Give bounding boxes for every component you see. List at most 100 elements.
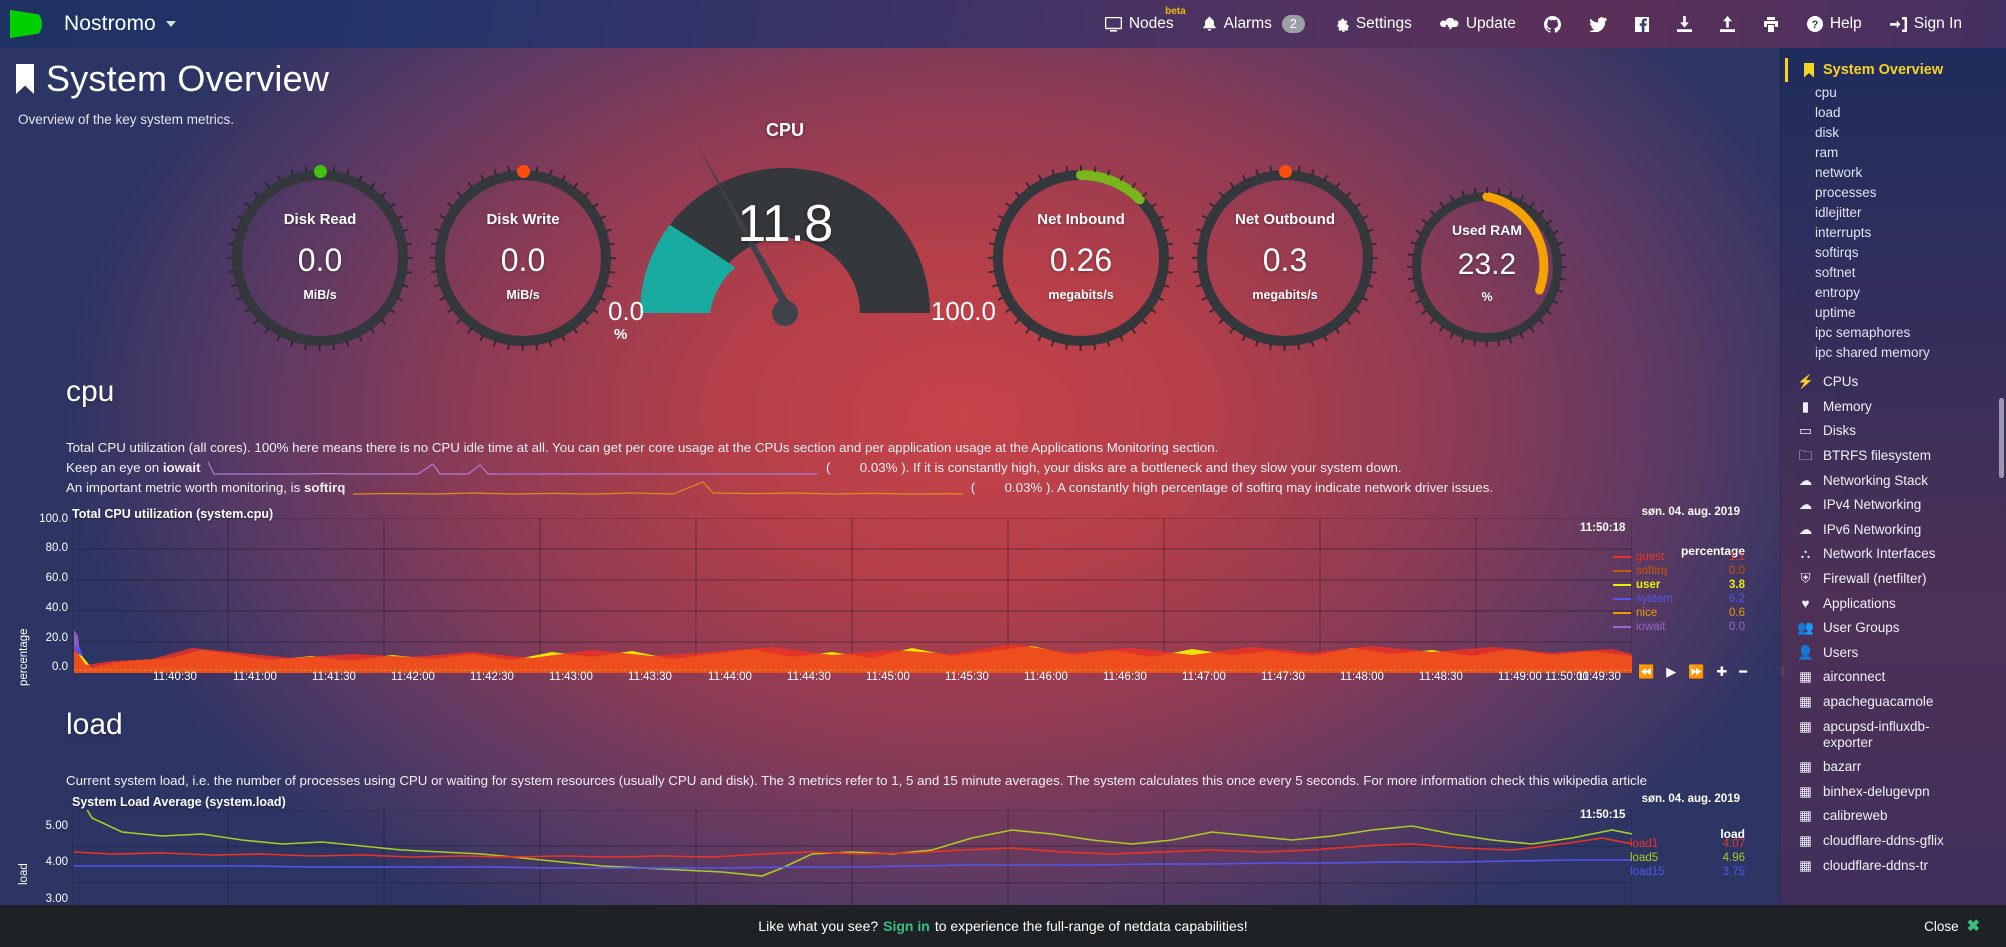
nav-alarms[interactable]: Alarms 2 [1188, 0, 1319, 48]
sidebar-item-label: User Groups [1823, 620, 1900, 636]
cloud-download-icon [1439, 17, 1459, 31]
sidebar-item-bazarr[interactable]: ▦ bazarr [1781, 755, 2006, 780]
xtick: 11:41:00 [233, 671, 277, 683]
load-legend-load15[interactable]: load15 3.75 [1630, 866, 1745, 878]
sidebar-item-ipv6[interactable]: ☁ IPv6 Networking [1781, 518, 2006, 543]
sidebar-item-memory[interactable]: ▮ Memory [1781, 395, 2006, 420]
legend-color-swatch [1613, 570, 1631, 572]
nav-nodes[interactable]: Nodes beta [1091, 0, 1188, 48]
heartbeat-icon: ♥ [1801, 595, 1810, 611]
sidebar-item-disks[interactable]: ▭ Disks [1781, 419, 2006, 444]
brand-name[interactable]: Nostromo [64, 12, 156, 35]
sidebar-subitem-cpu[interactable]: cpu [1815, 84, 1837, 100]
load-legend-load5[interactable]: load5 4.96 [1630, 852, 1745, 864]
forward-icon[interactable]: ⏩ [1688, 664, 1705, 679]
sidebar-item-network-interfaces[interactable]: ⛬ Network Interfaces [1781, 542, 2006, 567]
th-icon: ▦ [1799, 694, 1812, 710]
nav-help[interactable]: ? Help [1793, 0, 1876, 48]
gauge-disk-write[interactable]: Disk Write 0.0 MiB/s [430, 165, 616, 351]
th-icon: ▦ [1799, 808, 1812, 824]
gauge-units: MiB/s [506, 288, 540, 302]
gauge-disk-read[interactable]: Disk Read 0.0 MiB/s [227, 165, 413, 351]
nav-settings[interactable]: Settings [1319, 0, 1426, 48]
sidebar-subitem-ipc-semaphores[interactable]: ipc semaphores [1815, 324, 1911, 340]
sidebar-subitem-entropy[interactable]: entropy [1815, 284, 1861, 300]
sidebar-item-binhex-delugevpn[interactable]: ▦ binhex-delugevpn [1781, 780, 2006, 805]
sidebar-item-cloudflare-ddns-tr[interactable]: ▦ cloudflare-ddns-tr [1781, 853, 2006, 878]
nav-signin[interactable]: Sign In [1876, 0, 1976, 48]
cpu-dial-gauge[interactable]: CPU 11.8 0.0 100.0 % [608, 120, 996, 348]
zoom-in-icon[interactable]: ✚ [1716, 664, 1728, 679]
sidebar-subitem-ram[interactable]: ram [1815, 144, 1839, 160]
banner-close-button[interactable]: Close ✖ [1924, 916, 1980, 936]
sidebar-subitem-disk[interactable]: disk [1815, 124, 1840, 140]
sidebar-item-ipv4[interactable]: ☁ IPv4 Networking [1781, 493, 2006, 518]
sidebar-subitem-processes[interactable]: processes [1815, 184, 1877, 200]
nav-update[interactable]: Update [1426, 0, 1530, 48]
sidebar-item-users[interactable]: 👤 Users [1781, 641, 2006, 666]
sidebar-subitem-network[interactable]: network [1815, 164, 1863, 180]
cpu-legend-user[interactable]: user 3.8 [1613, 579, 1745, 591]
load-legend-load1[interactable]: load1 4.07 [1630, 838, 1745, 850]
gauge-net-inbound[interactable]: Net Inbound 0.26 megabits/s [988, 165, 1174, 351]
right-sidebar[interactable]: System Overview cpu load disk ram networ… [1780, 48, 2006, 947]
sidebar-item-apacheguacamole[interactable]: ▦ apacheguacamole [1781, 690, 2006, 715]
th-icon: ▦ [1799, 669, 1812, 685]
gauge-net-outbound[interactable]: Net Outbound 0.3 megabits/s [1192, 165, 1378, 351]
twitter-icon [1588, 16, 1607, 32]
cpu-chart-plot[interactable] [72, 518, 1632, 673]
legend-color-swatch [1613, 612, 1631, 614]
sidebar-item-networking-stack[interactable]: ☁ Networking Stack [1781, 468, 2006, 493]
nav-github[interactable] [1530, 0, 1575, 48]
gauge-label: Disk Write [486, 211, 560, 228]
sidebar-item-applications[interactable]: ♥ Applications [1781, 591, 2006, 616]
cpu-legend-guest[interactable]: guest 1.1 [1613, 551, 1745, 563]
sidebar-subitem-uptime[interactable]: uptime [1815, 304, 1856, 320]
sidebar-item-cloudflare-ddns-gflix[interactable]: ▦ cloudflare-ddns-gflix [1781, 829, 2006, 854]
netdata-logo[interactable] [10, 8, 42, 40]
cpu-legend-system[interactable]: system 6.2 [1613, 593, 1745, 605]
upload-icon [1719, 16, 1735, 32]
cpu-legend-nice[interactable]: nice 0.6 [1613, 607, 1745, 619]
banner-signin-link[interactable]: Sign in [883, 918, 930, 934]
sidebar-subitem-softirqs[interactable]: softirqs [1815, 244, 1859, 260]
zoom-out-icon[interactable]: ━ [1739, 664, 1748, 679]
sidebar-subitem-ipc-shared-memory[interactable]: ipc shared memory [1815, 344, 1930, 360]
iowait-sparkline[interactable] [207, 460, 819, 476]
sidebar-item-btrfs[interactable]: 🗀 BTRFS filesystem [1781, 444, 2006, 469]
sitemap-icon: ⛬ [1800, 546, 1811, 562]
xtick: 11:50:00 [1545, 671, 1589, 683]
nav-import[interactable] [1663, 0, 1706, 48]
xtick: 11:44:00 [708, 671, 752, 683]
cpu-legend-iowait[interactable]: iowait 0.0 [1613, 621, 1745, 633]
sidebar-item-calibreweb[interactable]: ▦ calibreweb [1781, 804, 2006, 829]
sidebar-subitem-idlejitter[interactable]: idlejitter [1815, 204, 1862, 220]
sidebar-subitem-interrupts[interactable]: interrupts [1815, 224, 1872, 240]
sidebar-item-apcupsd-influxdb-exporter[interactable]: ▦ apcupsd-influxdb-exporter [1781, 714, 2006, 755]
nav-facebook[interactable] [1621, 0, 1663, 48]
sidebar-scrollbar[interactable] [1999, 398, 2004, 478]
nav-twitter[interactable] [1575, 0, 1621, 48]
load-chart-plot[interactable] [72, 810, 1632, 905]
sidebar-item-cpus[interactable]: ⚡ CPUs [1781, 370, 2006, 395]
softirq-sparkline[interactable] [353, 480, 964, 496]
sidebar-item-system-overview[interactable]: System Overview [1785, 58, 2006, 82]
x-icon[interactable]: ✖ [1966, 918, 1980, 935]
sidebar-item-label: Users [1823, 644, 1859, 660]
nav-export[interactable] [1706, 0, 1749, 48]
cpu-legend-softirq[interactable]: softirq 0.0 [1613, 565, 1745, 577]
play-icon[interactable]: ▶ [1666, 664, 1677, 679]
gauge-used-ram[interactable]: Used RAM 23.2 % [1407, 187, 1567, 347]
sidebar-item-airconnect[interactable]: ▦ airconnect [1781, 665, 2006, 690]
legend-value: 0.6 [1729, 607, 1745, 619]
sidebar-subitem-load[interactable]: load [1815, 104, 1841, 120]
rewind-icon[interactable]: ⏪ [1638, 664, 1655, 679]
sidebar-item-user-groups[interactable]: 👥 User Groups [1781, 616, 2006, 641]
nav-print[interactable] [1749, 0, 1793, 48]
memory-icon: ▮ [1801, 398, 1810, 414]
folder-open-icon: 🗀 [1798, 448, 1813, 464]
sidebar-item-firewall[interactable]: ⛨ Firewall (netfilter) [1781, 567, 2006, 592]
cpu-legend-date: søn. 04. aug. 2019 [1641, 506, 1740, 518]
chevron-down-icon[interactable] [165, 21, 176, 27]
sidebar-subitem-softnet[interactable]: softnet [1815, 264, 1856, 280]
